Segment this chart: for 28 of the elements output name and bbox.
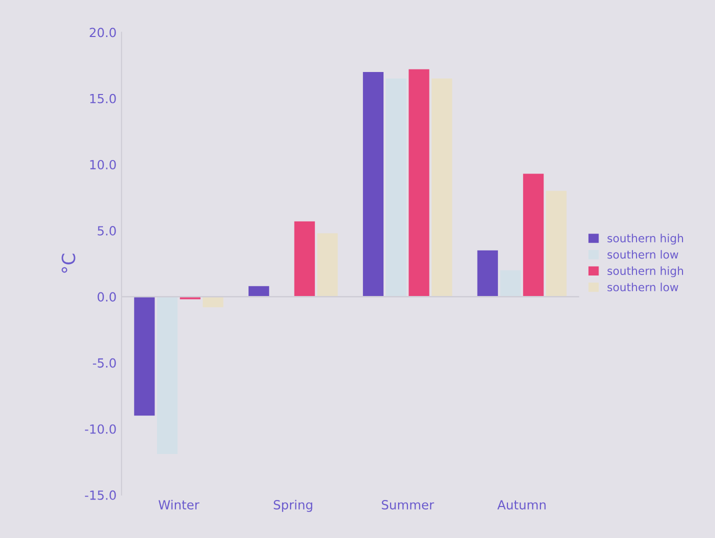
legend-label: southern low <box>608 250 678 259</box>
y-tick-label: -15.0 <box>84 490 116 500</box>
bar <box>432 78 452 297</box>
x-tick-label: Autumn <box>497 500 546 510</box>
x-tick-label: Spring <box>274 500 312 512</box>
bar <box>523 174 544 297</box>
x-tick-label: Winter <box>158 500 200 510</box>
bar <box>157 296 178 454</box>
bar <box>317 233 338 297</box>
bar <box>134 296 155 416</box>
bar <box>408 69 430 297</box>
bar <box>477 250 498 297</box>
legend-label: southern high <box>608 234 684 245</box>
y-tick-label: 10.0 <box>90 160 116 170</box>
y-axis-title: °C <box>62 254 76 273</box>
y-tick-label: -10.0 <box>84 424 116 434</box>
y-tick-label: 5.0 <box>98 226 116 236</box>
bar <box>294 221 315 297</box>
legend-label: southern high <box>608 266 684 278</box>
y-tick-label: 15.0 <box>90 94 116 104</box>
y-tick-label: -5.0 <box>92 358 116 368</box>
bar <box>546 190 567 297</box>
bar <box>362 72 384 297</box>
bar <box>248 286 270 297</box>
x-tick-label: Summer <box>382 500 434 510</box>
y-tick-label: 0.0 <box>98 292 116 302</box>
legend-label: southern low <box>608 282 678 292</box>
y-tick-label: 20.0 <box>90 28 116 38</box>
